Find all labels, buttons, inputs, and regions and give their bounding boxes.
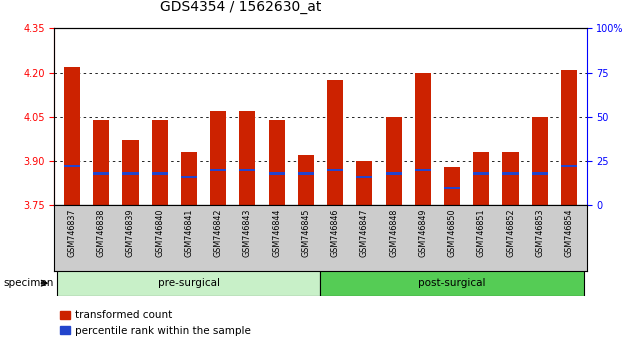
Text: GSM746845: GSM746845 xyxy=(301,209,310,257)
Bar xyxy=(356,176,372,178)
Bar xyxy=(298,155,314,205)
Bar xyxy=(93,172,110,175)
Text: GSM746851: GSM746851 xyxy=(477,209,486,257)
Bar xyxy=(239,169,256,171)
Bar xyxy=(64,165,80,167)
Bar xyxy=(152,120,168,205)
Bar xyxy=(444,187,460,189)
Bar xyxy=(327,80,343,205)
Text: GSM746848: GSM746848 xyxy=(389,209,398,257)
Bar xyxy=(444,167,460,205)
Bar xyxy=(239,111,256,205)
Bar xyxy=(503,172,519,175)
Bar xyxy=(385,117,402,205)
Text: GSM746854: GSM746854 xyxy=(565,209,574,257)
Bar xyxy=(269,172,285,175)
Bar xyxy=(356,161,372,205)
Text: GSM746847: GSM746847 xyxy=(360,209,369,257)
Text: GSM746846: GSM746846 xyxy=(331,209,340,257)
Text: GSM746852: GSM746852 xyxy=(506,209,515,257)
Bar xyxy=(503,152,519,205)
Text: GDS4354 / 1562630_at: GDS4354 / 1562630_at xyxy=(160,0,321,14)
Bar xyxy=(298,172,314,175)
Bar xyxy=(210,111,226,205)
Bar xyxy=(210,169,226,171)
Bar xyxy=(473,172,489,175)
Text: GSM746839: GSM746839 xyxy=(126,209,135,257)
Text: pre-surgical: pre-surgical xyxy=(158,278,220,288)
Bar xyxy=(473,152,489,205)
Bar xyxy=(122,172,138,175)
Bar xyxy=(531,172,548,175)
Text: GSM746850: GSM746850 xyxy=(447,209,456,257)
Bar xyxy=(269,120,285,205)
Text: GSM746840: GSM746840 xyxy=(155,209,164,257)
Bar xyxy=(415,169,431,171)
Bar xyxy=(181,176,197,178)
Bar xyxy=(320,271,583,296)
Text: post-surgical: post-surgical xyxy=(419,278,486,288)
Text: GSM746838: GSM746838 xyxy=(97,209,106,257)
Bar xyxy=(122,141,138,205)
Text: GSM746837: GSM746837 xyxy=(67,209,76,257)
Text: GSM746844: GSM746844 xyxy=(272,209,281,257)
Text: GSM746853: GSM746853 xyxy=(535,209,544,257)
Bar xyxy=(561,165,577,167)
Bar xyxy=(93,120,110,205)
Text: GSM746849: GSM746849 xyxy=(419,209,428,257)
Bar xyxy=(561,70,577,205)
Legend: transformed count, percentile rank within the sample: transformed count, percentile rank withi… xyxy=(60,310,251,336)
Bar xyxy=(415,73,431,205)
Bar xyxy=(181,152,197,205)
Bar xyxy=(385,172,402,175)
Text: GSM746842: GSM746842 xyxy=(213,209,222,257)
Bar xyxy=(327,169,343,171)
Text: specimen: specimen xyxy=(3,278,54,288)
Bar xyxy=(64,67,80,205)
Bar xyxy=(531,117,548,205)
Text: GSM746841: GSM746841 xyxy=(185,209,194,257)
Bar xyxy=(58,271,320,296)
Text: GSM746843: GSM746843 xyxy=(243,209,252,257)
Bar xyxy=(152,172,168,175)
